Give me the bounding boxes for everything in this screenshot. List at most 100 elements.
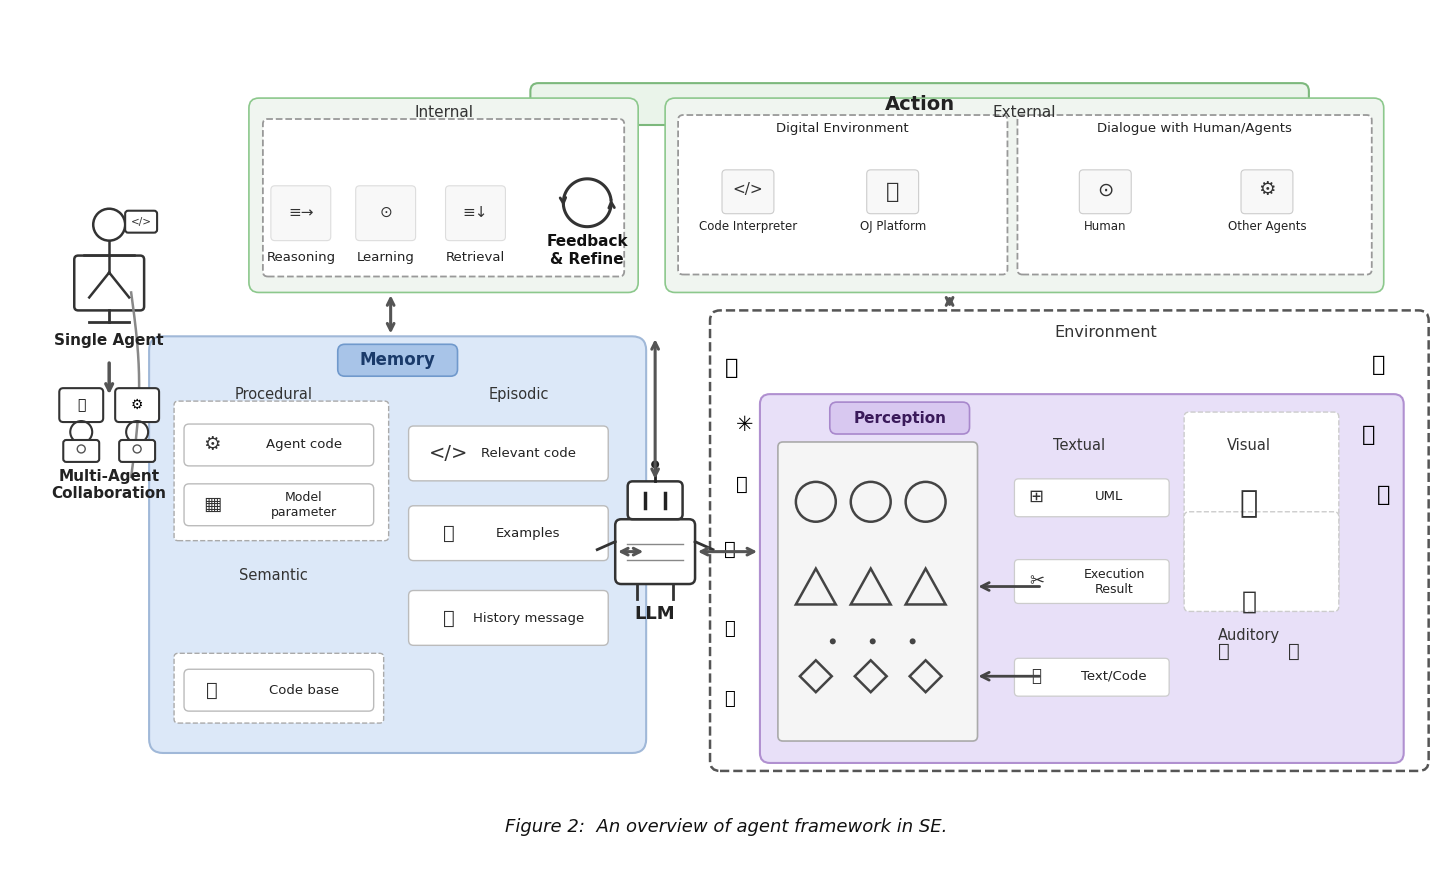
Text: ▦: ▦ [203,495,221,514]
FancyBboxPatch shape [1018,115,1372,275]
Text: 💉: 💉 [725,620,735,638]
Text: 📋: 📋 [1031,667,1041,685]
Text: Agent code: Agent code [266,439,341,452]
Text: Figure 2:  An overview of agent framework in SE.: Figure 2: An overview of agent framework… [505,818,947,835]
FancyBboxPatch shape [263,119,624,276]
Text: 💊: 💊 [725,690,735,708]
Text: ⊙: ⊙ [1098,181,1114,200]
FancyBboxPatch shape [60,388,103,422]
Text: Examples: Examples [497,528,560,540]
Text: </>: </> [428,445,468,463]
Circle shape [650,460,659,468]
Text: Procedural: Procedural [235,386,312,402]
FancyBboxPatch shape [616,519,696,584]
Text: 🖥: 🖥 [1372,355,1385,375]
Text: 👂: 👂 [1240,489,1257,518]
FancyBboxPatch shape [710,310,1429,771]
Text: Perception: Perception [854,411,947,426]
Text: 🏗: 🏗 [736,475,748,494]
FancyBboxPatch shape [1015,658,1169,696]
FancyBboxPatch shape [64,440,99,462]
FancyBboxPatch shape [115,388,160,422]
Text: </>: </> [733,182,764,197]
FancyBboxPatch shape [867,170,919,214]
Text: Human: Human [1085,220,1127,233]
Text: ⚙: ⚙ [203,435,221,454]
Text: Action: Action [884,94,955,113]
FancyBboxPatch shape [338,344,457,376]
FancyBboxPatch shape [119,440,155,462]
Text: Model
parameter: Model parameter [270,491,337,519]
Text: 🌐: 🌐 [726,358,739,378]
FancyBboxPatch shape [1015,479,1169,517]
Text: Internal: Internal [414,105,473,119]
FancyBboxPatch shape [678,115,1008,275]
FancyBboxPatch shape [1079,170,1131,214]
Text: Digital Environment: Digital Environment [777,122,909,135]
Text: Learning: Learning [357,251,415,264]
Text: Visual: Visual [1227,439,1270,453]
FancyBboxPatch shape [446,186,505,241]
FancyBboxPatch shape [530,83,1308,125]
Text: ⊙: ⊙ [379,205,392,221]
FancyBboxPatch shape [627,481,682,519]
Text: Other Agents: Other Agents [1227,220,1307,233]
Text: 🧬: 🧬 [725,540,736,559]
Text: 🏢: 🏢 [1241,589,1256,614]
Text: Reasoning: Reasoning [266,251,335,264]
FancyBboxPatch shape [174,653,383,723]
FancyBboxPatch shape [1185,412,1339,602]
Text: Textual: Textual [1053,439,1105,453]
FancyBboxPatch shape [356,186,415,241]
Text: Auditory: Auditory [1218,628,1281,643]
Text: Code Interpreter: Code Interpreter [698,220,797,233]
Text: 📟: 📟 [77,399,86,412]
Text: Episodic: Episodic [488,386,549,402]
Text: </>: </> [131,216,151,227]
Text: Single Agent: Single Agent [54,333,164,348]
FancyBboxPatch shape [778,442,977,741]
Circle shape [829,638,836,644]
Text: 🌡: 🌡 [1288,642,1300,661]
Text: Execution
Result: Execution Result [1083,568,1146,596]
Text: 📄: 📄 [443,524,454,543]
Text: Relevant code: Relevant code [481,447,576,460]
FancyBboxPatch shape [759,394,1404,763]
Text: Text/Code: Text/Code [1082,670,1147,683]
FancyBboxPatch shape [184,424,373,466]
Circle shape [909,638,916,644]
Text: Dialogue with Human/Agents: Dialogue with Human/Agents [1098,122,1292,135]
FancyBboxPatch shape [184,669,373,712]
FancyBboxPatch shape [248,98,639,292]
FancyBboxPatch shape [722,170,774,214]
Text: 🗄: 🗄 [206,681,218,699]
Text: 🔍: 🔍 [1376,485,1391,505]
Text: ≡→: ≡→ [287,205,314,221]
FancyBboxPatch shape [74,255,144,310]
FancyBboxPatch shape [150,337,646,753]
Text: Semantic: Semantic [240,568,308,583]
Text: 💬: 💬 [443,609,454,628]
Text: Feedback
& Refine: Feedback & Refine [546,235,629,267]
Text: ⊞: ⊞ [1029,487,1044,506]
FancyBboxPatch shape [1241,170,1292,214]
Text: ✳: ✳ [736,415,754,435]
FancyBboxPatch shape [829,402,970,434]
Text: ⬜: ⬜ [886,181,899,201]
FancyBboxPatch shape [408,426,608,480]
FancyBboxPatch shape [184,484,373,526]
Circle shape [870,638,876,644]
Text: 👥: 👥 [1362,425,1375,445]
Text: LLM: LLM [635,605,675,623]
Text: ⚙: ⚙ [131,399,144,412]
Text: OJ Platform: OJ Platform [860,220,926,233]
FancyBboxPatch shape [408,590,608,645]
Text: 🎬: 🎬 [1218,642,1230,661]
Text: ≡↓: ≡↓ [463,205,488,221]
Text: Memory: Memory [360,351,436,369]
FancyBboxPatch shape [125,211,157,233]
FancyBboxPatch shape [408,506,608,561]
FancyBboxPatch shape [1185,512,1339,611]
FancyBboxPatch shape [665,98,1384,292]
Text: Environment: Environment [1054,325,1157,340]
